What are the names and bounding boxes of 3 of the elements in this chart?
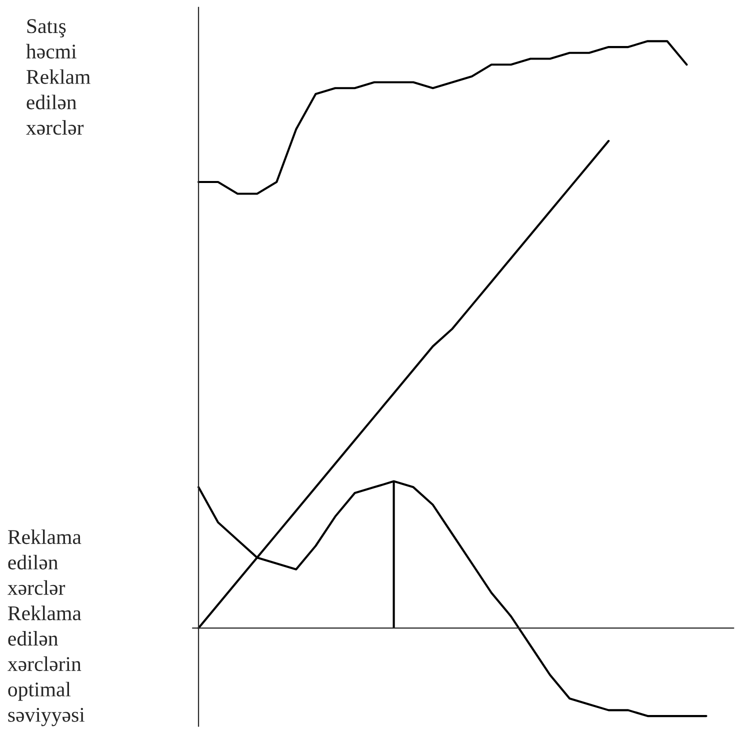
text: Reklama edilən xərclərin optimal səviyyəsi [8, 606, 85, 726]
y-axis-title: Satış həcmi Reklam edilən xərclər [26, 19, 90, 135]
text: Reklama edilən xərclər [8, 529, 82, 595]
